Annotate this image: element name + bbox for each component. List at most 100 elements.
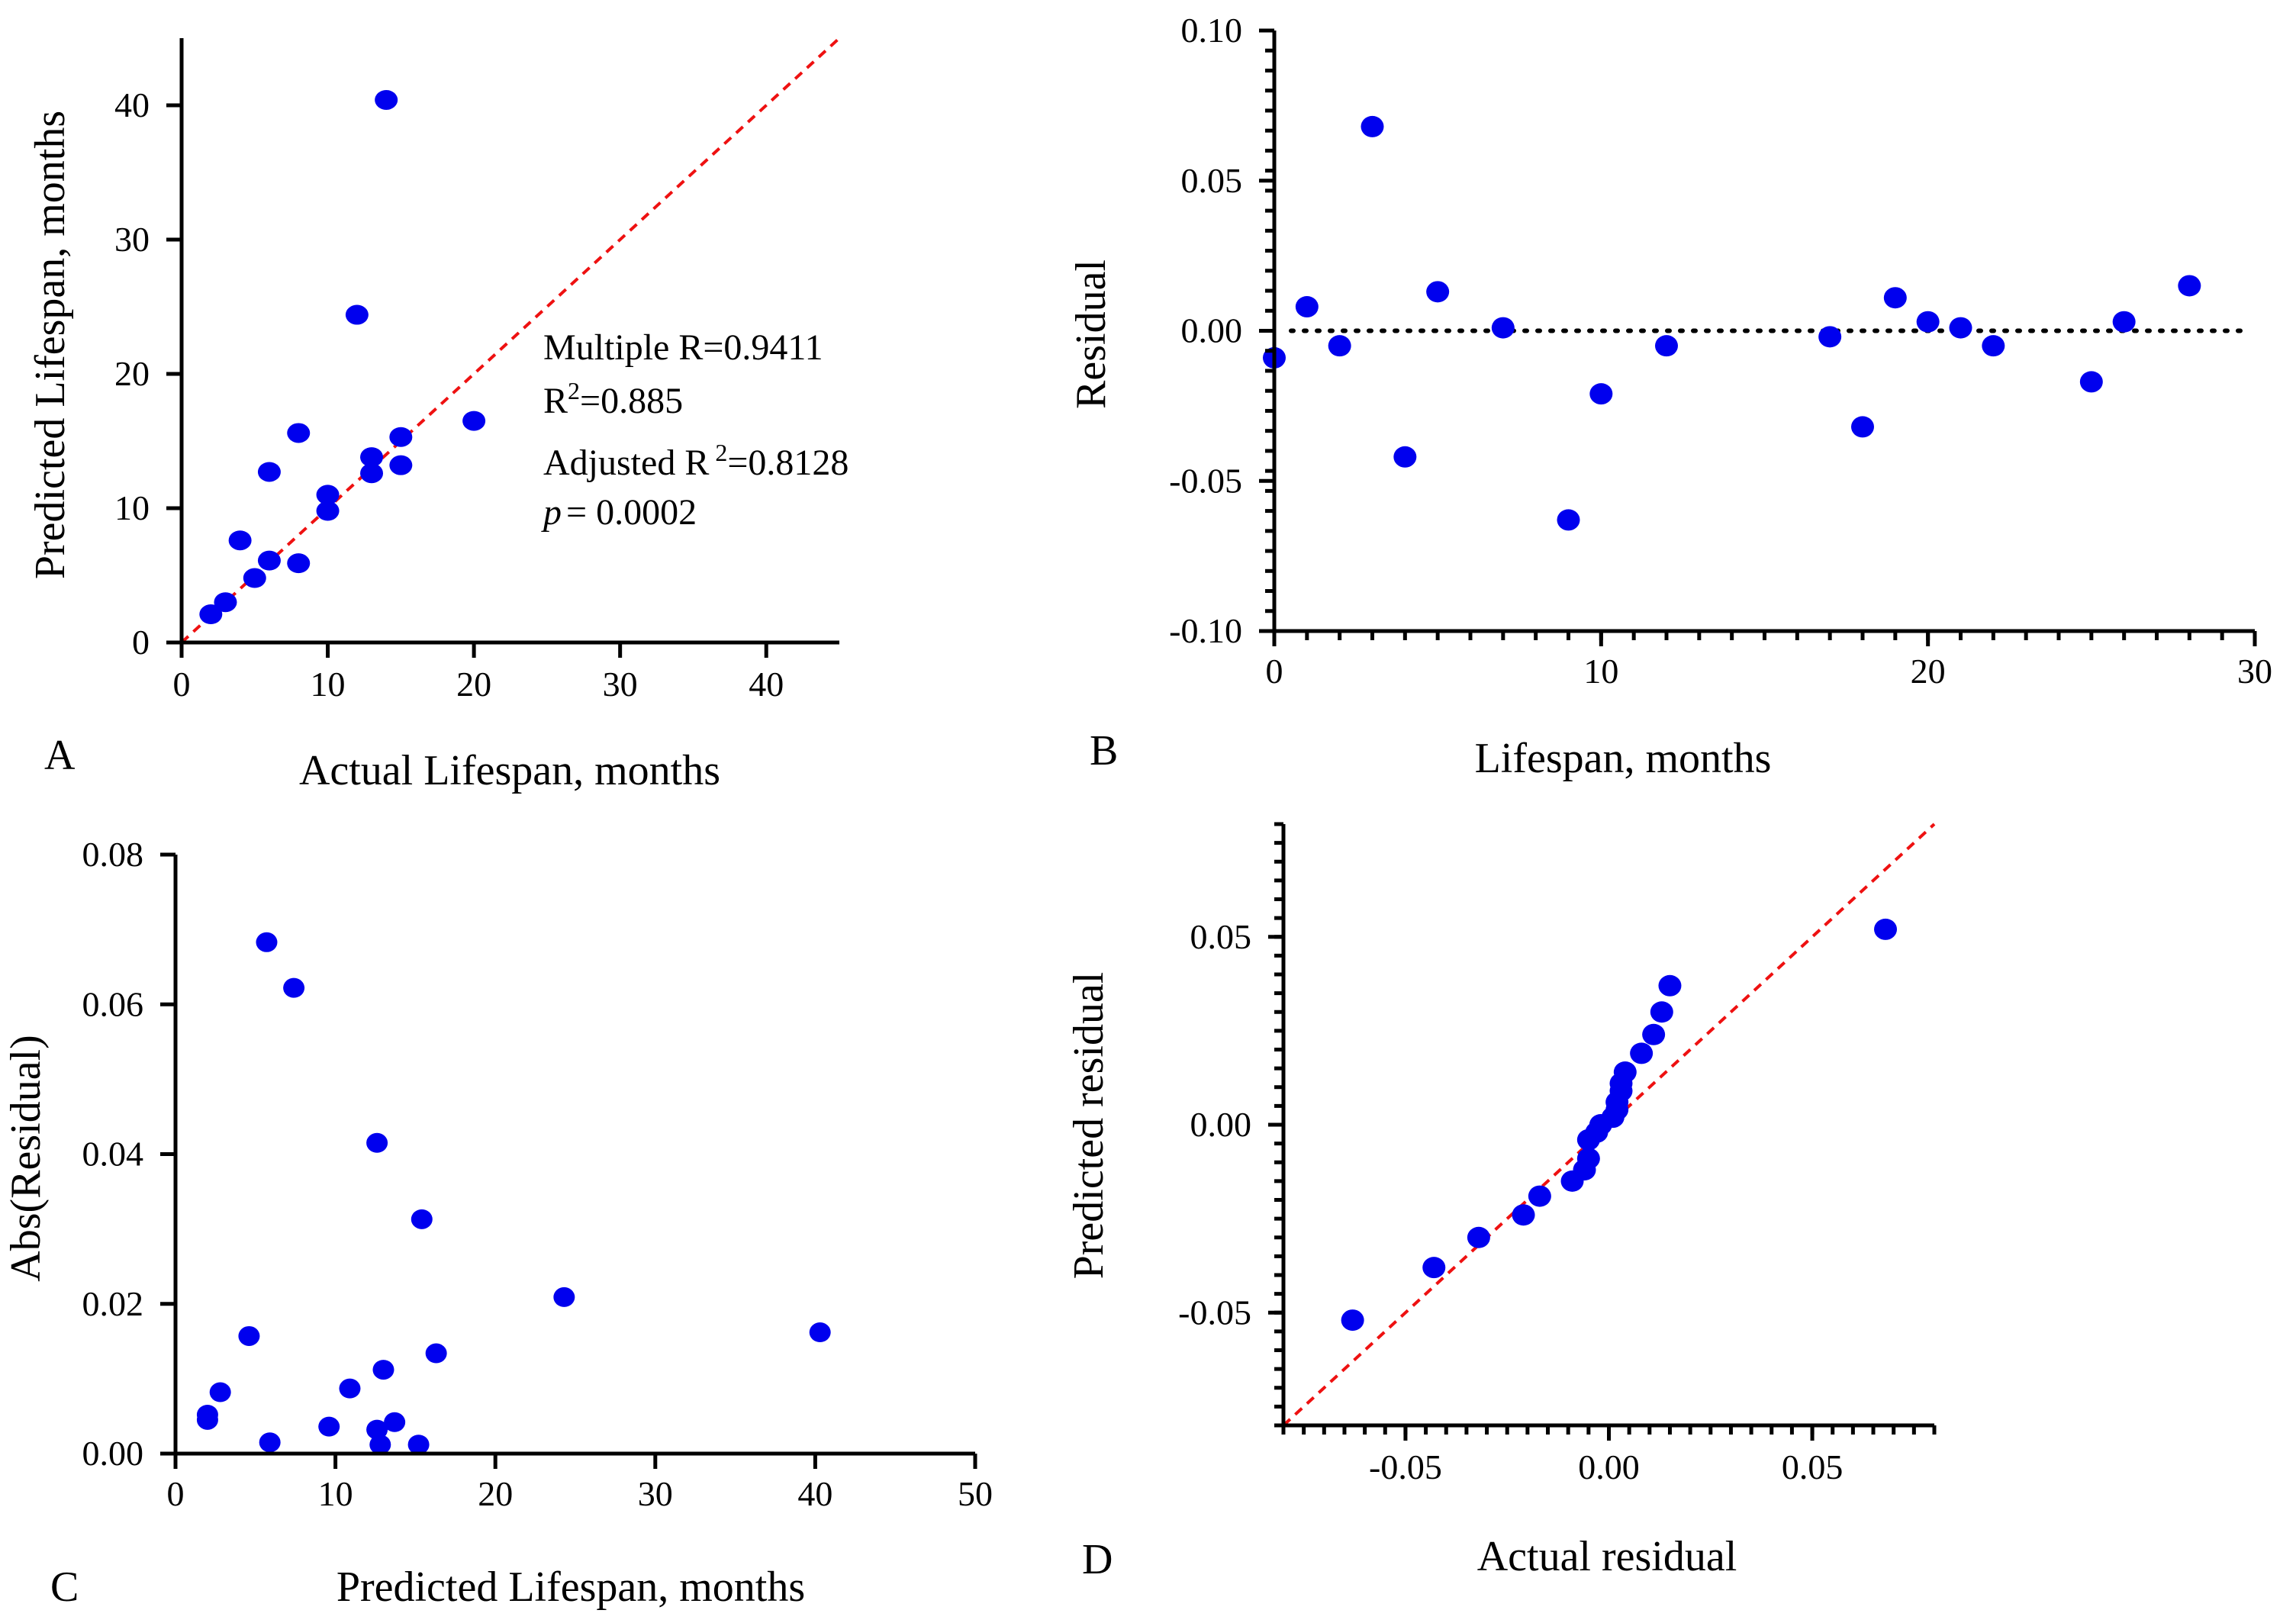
- data-point: [369, 1435, 391, 1455]
- panel-a-y-tick-label: 30: [114, 220, 150, 259]
- data-point: [1982, 335, 2005, 357]
- data-point: [809, 1322, 831, 1343]
- data-point: [243, 568, 266, 588]
- data-point: [1916, 311, 1940, 333]
- data-point: [411, 1209, 433, 1229]
- data-point: [375, 89, 398, 110]
- data-point: [553, 1286, 575, 1307]
- data-point: [407, 1435, 430, 1455]
- panel-d-y-label: Predicted residual: [1065, 972, 1113, 1280]
- panel-c-chart: 0 10 20 30 40 50 0.00 0.02 0.04 0.06 0.08 Predicte…: [2, 835, 993, 1611]
- panel-d-y-tick-label: -0.05: [1178, 1293, 1251, 1332]
- data-point: [1874, 918, 1898, 940]
- panel-c-x-tick-label: 0: [167, 1474, 185, 1513]
- panel-c-y-tick-label: 0.06: [82, 984, 144, 1023]
- data-point: [2112, 311, 2136, 333]
- panel-d-x-tick-label: 0.05: [1782, 1447, 1844, 1486]
- data-point: [1491, 317, 1515, 339]
- data-point: [287, 423, 311, 443]
- data-point: [1576, 1148, 1600, 1170]
- data-point: [214, 592, 237, 613]
- panel-d-letter: D: [1082, 1536, 1113, 1583]
- panel-c-x-tick-label: 30: [638, 1474, 673, 1513]
- panel-c-x-tick-label: 40: [797, 1474, 832, 1513]
- panel-b-letter: B: [1090, 727, 1118, 774]
- data-point: [366, 1419, 388, 1440]
- data-point: [1658, 974, 1682, 997]
- data-point: [345, 304, 369, 325]
- panel-c-y-tick-label: 0.02: [82, 1284, 144, 1323]
- data-point: [425, 1343, 447, 1364]
- data-point: [389, 455, 413, 475]
- data-point: [256, 932, 278, 952]
- panel-a-x-tick-label: 30: [603, 665, 638, 704]
- data-point: [283, 977, 305, 998]
- data-point: [1557, 509, 1580, 531]
- panel-b-y-tick-label: -0.05: [1169, 461, 1242, 500]
- data-point: [257, 550, 281, 571]
- panel-a-x-tick-label: 10: [311, 665, 346, 704]
- data-point: [389, 427, 413, 447]
- panel-d-x-tick-label: 0.00: [1578, 1447, 1640, 1486]
- data-point: [318, 1416, 340, 1437]
- data-point: [316, 501, 340, 521]
- data-point: [1528, 1185, 1551, 1207]
- panel-a-letter: A: [44, 732, 76, 779]
- panel-b-x-tick-label: 20: [1911, 652, 1946, 691]
- panel-a-chart: 0 10 20 30 40 0 10 20 30 40 Actual Lifespan, mont…: [27, 37, 849, 794]
- data-point: [1883, 287, 1907, 309]
- data-point: [238, 1325, 260, 1346]
- p-value-text: p = 0.0002: [541, 492, 697, 533]
- data-point: [196, 1404, 218, 1425]
- panel-a-y-label: Predicted Lifespan, months: [27, 111, 74, 579]
- panel-b-x-tick-label: 10: [1583, 652, 1618, 691]
- r-squared-text: R2=0.885: [543, 377, 683, 421]
- panel-b-y-label: Residual: [1067, 259, 1115, 409]
- panel-d-y-tick-label: 0.05: [1190, 917, 1252, 956]
- panel-b-x-tick-label: 0: [1266, 652, 1283, 691]
- multiple-r-text: Multiple R=0.9411: [543, 327, 823, 368]
- data-point: [1851, 416, 1874, 438]
- identity-reference-line: [180, 37, 841, 644]
- data-point: [1613, 1061, 1637, 1084]
- data-point: [199, 604, 223, 625]
- fit-statistics: Multiple R=0.9411 R2=0.885 Adjusted R 2=0…: [541, 327, 849, 533]
- data-point: [1630, 1042, 1654, 1064]
- panel-a-y-tick-label: 40: [114, 85, 150, 124]
- data-point: [1328, 335, 1351, 357]
- panel-a-x-tick-label: 0: [173, 665, 191, 704]
- data-point: [1393, 446, 1417, 468]
- data-point: [316, 485, 340, 505]
- panel-b-y-tick-label: 0.05: [1181, 161, 1243, 200]
- panel-c-x-tick-label: 50: [958, 1474, 993, 1513]
- panel-c-x-tick-label: 20: [478, 1474, 513, 1513]
- panel-b-y-tick-label: 0.10: [1181, 11, 1243, 50]
- panel-b-x-tick-label: 30: [2237, 652, 2272, 691]
- panel-b-chart: 0 10 20 30 -0.10 -0.05 0.00 0.05 0.10 Lifespan, …: [1067, 11, 2272, 782]
- data-point: [1642, 1023, 1666, 1045]
- data-point: [339, 1378, 361, 1399]
- data-point: [360, 447, 384, 468]
- panel-a-x-tick-label: 40: [749, 665, 784, 704]
- identity-reference-line: [1282, 823, 1936, 1427]
- data-point: [1655, 335, 1678, 357]
- data-point: [257, 462, 281, 482]
- data-point: [228, 530, 252, 551]
- panel-c-letter: C: [50, 1563, 79, 1611]
- adjusted-r-squared-text: Adjusted R 2=0.8128: [543, 439, 849, 483]
- data-point: [1650, 1001, 1673, 1023]
- panel-b-y-tick-label: 0.00: [1181, 311, 1243, 350]
- panel-d-x-label: Actual residual: [1477, 1533, 1737, 1580]
- data-point: [1818, 326, 1842, 348]
- data-point: [1949, 317, 1972, 339]
- data-point: [259, 1432, 281, 1453]
- data-point: [360, 463, 384, 484]
- data-point: [384, 1412, 406, 1432]
- panel-a-y-tick-label: 0: [132, 623, 150, 662]
- data-point: [1295, 296, 1319, 318]
- data-point: [1422, 1257, 1446, 1279]
- panel-a-y-tick-label: 10: [114, 488, 150, 527]
- panel-b-x-label: Lifespan, months: [1475, 735, 1772, 782]
- panel-c-y-label: Abs(Residual): [2, 1035, 50, 1282]
- panel-a-x-label: Actual Lifespan, months: [299, 747, 720, 794]
